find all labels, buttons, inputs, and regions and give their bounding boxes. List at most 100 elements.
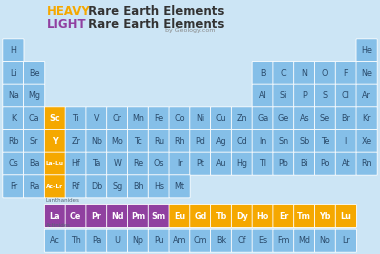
- FancyBboxPatch shape: [211, 152, 232, 175]
- Text: Actinides: Actinides: [46, 223, 71, 228]
- Text: Hf: Hf: [71, 159, 80, 168]
- FancyBboxPatch shape: [169, 130, 190, 153]
- FancyBboxPatch shape: [294, 229, 315, 252]
- Text: Os: Os: [154, 159, 164, 168]
- Text: K: K: [11, 114, 16, 123]
- Text: by Geology.com: by Geology.com: [165, 28, 215, 33]
- FancyBboxPatch shape: [3, 84, 24, 107]
- Text: Br: Br: [341, 114, 350, 123]
- Text: Am: Am: [173, 236, 186, 245]
- FancyBboxPatch shape: [169, 175, 190, 198]
- FancyBboxPatch shape: [315, 229, 336, 252]
- FancyBboxPatch shape: [231, 204, 253, 228]
- Text: Se: Se: [320, 114, 330, 123]
- FancyBboxPatch shape: [231, 229, 253, 252]
- Text: Hs: Hs: [154, 182, 164, 191]
- FancyBboxPatch shape: [294, 152, 315, 175]
- FancyBboxPatch shape: [86, 204, 107, 228]
- FancyBboxPatch shape: [335, 152, 356, 175]
- FancyBboxPatch shape: [294, 130, 315, 153]
- Text: Rb: Rb: [8, 136, 19, 146]
- FancyBboxPatch shape: [273, 84, 294, 107]
- Text: H: H: [11, 46, 16, 55]
- Text: Th: Th: [71, 236, 81, 245]
- Text: Co: Co: [174, 114, 185, 123]
- Text: Nd: Nd: [111, 212, 124, 220]
- Text: La: La: [50, 212, 60, 220]
- Text: Sb: Sb: [299, 136, 309, 146]
- FancyBboxPatch shape: [3, 175, 24, 198]
- Text: Ru: Ru: [154, 136, 164, 146]
- FancyBboxPatch shape: [24, 107, 45, 130]
- FancyBboxPatch shape: [356, 39, 377, 62]
- Text: Hg: Hg: [236, 159, 247, 168]
- Text: Bk: Bk: [216, 236, 226, 245]
- Text: He: He: [361, 46, 372, 55]
- Text: F: F: [344, 69, 348, 77]
- Text: Fm: Fm: [277, 236, 290, 245]
- Text: LIGHT: LIGHT: [47, 18, 86, 31]
- Text: Si: Si: [280, 91, 287, 100]
- FancyBboxPatch shape: [252, 152, 273, 175]
- FancyBboxPatch shape: [211, 229, 232, 252]
- FancyBboxPatch shape: [107, 175, 128, 198]
- FancyBboxPatch shape: [273, 61, 294, 85]
- Text: Zr: Zr: [71, 136, 80, 146]
- FancyBboxPatch shape: [3, 130, 24, 153]
- Text: Cu: Cu: [216, 114, 226, 123]
- Text: Nb: Nb: [91, 136, 102, 146]
- Text: Ti: Ti: [72, 114, 79, 123]
- FancyBboxPatch shape: [44, 229, 65, 252]
- Text: Bh: Bh: [133, 182, 143, 191]
- FancyBboxPatch shape: [169, 107, 190, 130]
- FancyBboxPatch shape: [294, 107, 315, 130]
- Text: Pt: Pt: [196, 159, 204, 168]
- FancyBboxPatch shape: [148, 107, 169, 130]
- FancyBboxPatch shape: [294, 84, 315, 107]
- FancyBboxPatch shape: [335, 229, 356, 252]
- FancyBboxPatch shape: [294, 204, 315, 228]
- FancyBboxPatch shape: [169, 229, 190, 252]
- Text: Al: Al: [259, 91, 267, 100]
- Text: Tm: Tm: [297, 212, 311, 220]
- Text: Ba: Ba: [29, 159, 40, 168]
- Text: Dy: Dy: [236, 212, 248, 220]
- FancyBboxPatch shape: [65, 175, 86, 198]
- Text: Lu: Lu: [340, 212, 351, 220]
- Text: Lanthanides: Lanthanides: [46, 198, 79, 203]
- Text: Zn: Zn: [237, 114, 247, 123]
- Text: Ni: Ni: [196, 114, 204, 123]
- FancyBboxPatch shape: [127, 204, 149, 228]
- Text: Y: Y: [52, 136, 58, 146]
- FancyBboxPatch shape: [211, 204, 232, 228]
- Text: Yb: Yb: [319, 212, 331, 220]
- Text: Ag: Ag: [216, 136, 226, 146]
- FancyBboxPatch shape: [65, 229, 86, 252]
- FancyBboxPatch shape: [148, 204, 169, 228]
- Text: O: O: [322, 69, 328, 77]
- Text: Eu: Eu: [174, 212, 185, 220]
- Text: Sc: Sc: [50, 114, 60, 123]
- FancyBboxPatch shape: [107, 107, 128, 130]
- Text: Cd: Cd: [237, 136, 247, 146]
- FancyBboxPatch shape: [335, 84, 356, 107]
- Text: Ta: Ta: [92, 159, 101, 168]
- Text: Ac-Lr: Ac-Lr: [46, 184, 63, 189]
- FancyBboxPatch shape: [148, 152, 169, 175]
- FancyBboxPatch shape: [356, 152, 377, 175]
- Text: Bi: Bi: [301, 159, 308, 168]
- FancyBboxPatch shape: [65, 107, 86, 130]
- FancyBboxPatch shape: [24, 61, 45, 85]
- FancyBboxPatch shape: [127, 152, 149, 175]
- Text: N: N: [301, 69, 307, 77]
- FancyBboxPatch shape: [356, 107, 377, 130]
- Text: Na: Na: [8, 91, 19, 100]
- FancyBboxPatch shape: [252, 61, 273, 85]
- Text: Fr: Fr: [10, 182, 17, 191]
- FancyBboxPatch shape: [24, 84, 45, 107]
- FancyBboxPatch shape: [335, 130, 356, 153]
- Text: Kr: Kr: [363, 114, 371, 123]
- FancyBboxPatch shape: [65, 152, 86, 175]
- Text: Re: Re: [133, 159, 143, 168]
- Text: Cr: Cr: [113, 114, 122, 123]
